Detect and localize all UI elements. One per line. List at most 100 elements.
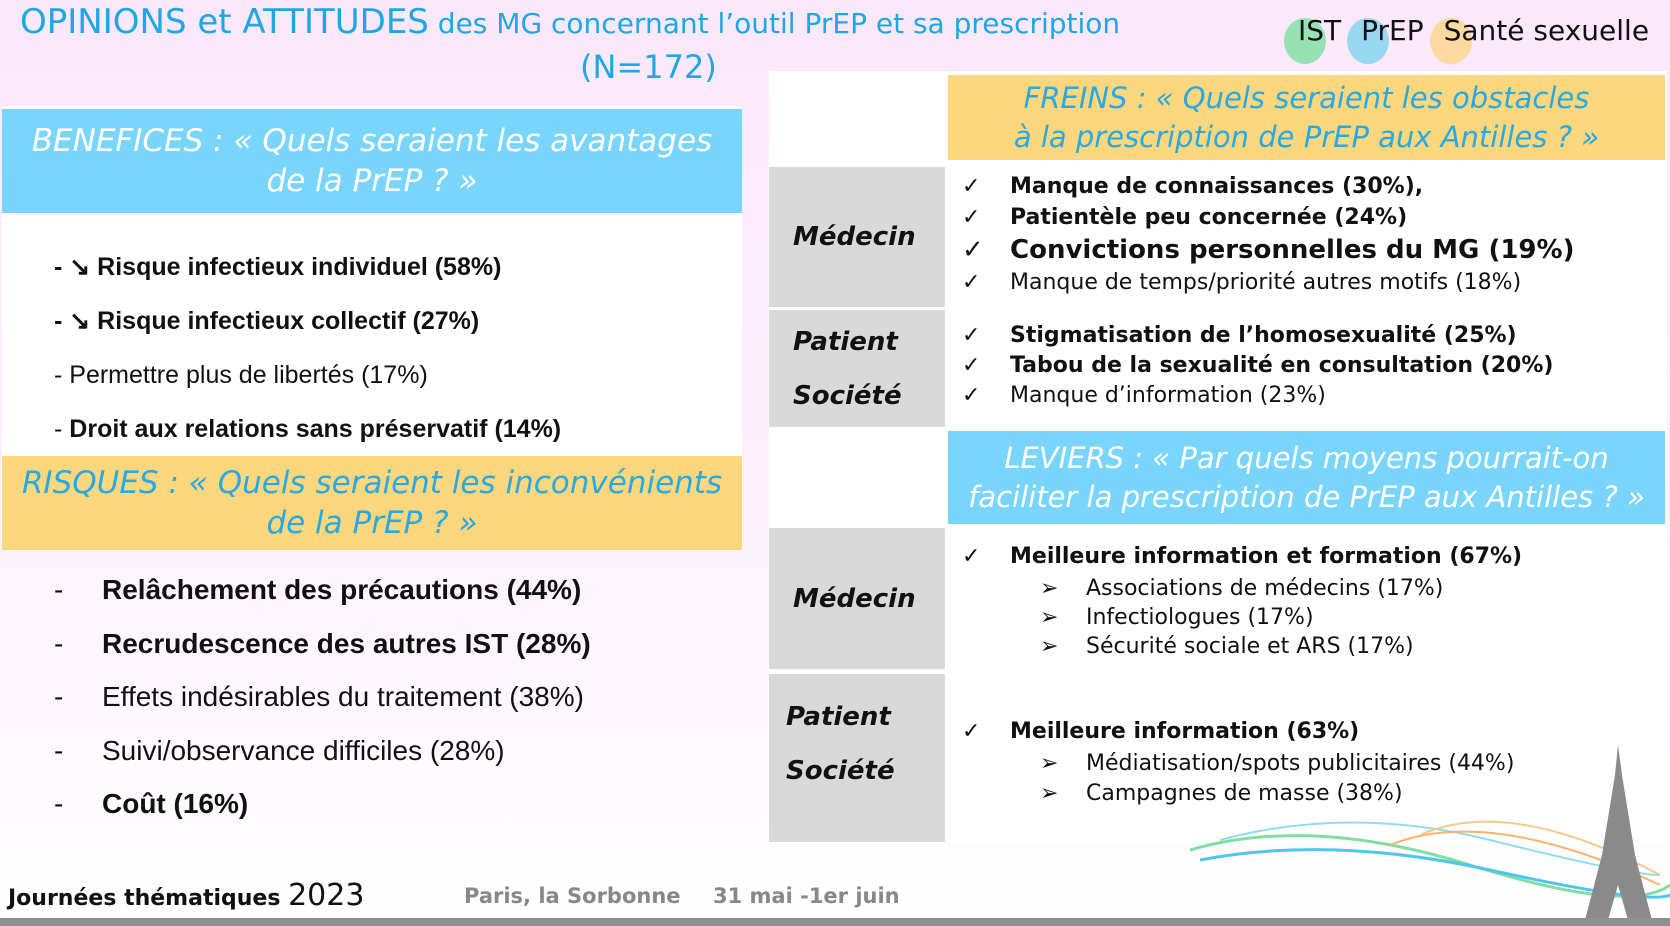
item-text: Recrudescence des autres IST (28%) [102,627,591,659]
leviers-question-2: faciliter la prescription de PrEP aux An… [968,479,1645,514]
check-icon: ✓ [962,353,981,378]
bullet: - ↘ [54,307,98,335]
item-text: Risque infectieux collectif (27%) [97,307,480,335]
item-text: Manque de connaissances (30%), [1010,174,1424,199]
item-text: Relâchement des précautions (44%) [102,574,582,605]
logo-group: IST PrEP Santé sexuelle [1284,10,1657,64]
list-item: ✓ Manque d’information (23%) [962,381,1553,411]
benefices-question: « Quels seraient les avantages [223,123,713,159]
logo-sante: Santé sexuelle [1429,10,1657,64]
bullet: - [54,681,64,712]
title-sub: des MG concernant l’outil PrEP et sa pre… [428,7,1121,40]
item-text: Meilleure information (63%) [1010,719,1360,744]
item-text: Stigmatisation de l’homosexualité (25%) [1010,323,1517,348]
risques-question-2: de la PrEP ? » [266,505,478,541]
list-item: - Recrudescence des autres IST (28%) [54,617,591,671]
risques-list: - Relâchement des précautions (44%) - Recr… [54,563,591,831]
logo-ist: IST [1284,10,1349,64]
arrow-icon: ➢ [1040,605,1059,630]
row-label: Médecin [793,222,916,252]
list-item: - ↘ Risque infectieux individuel (58%) [54,240,561,294]
list-item: ✓ Manque de temps/priorité autres motifs … [962,267,1574,298]
list-item: ✓ Manque de connaissances (30%), [962,171,1574,202]
leviers-medecin-list: ✓ Meilleure information et formation (67%… [962,542,1522,661]
check-icon: ✓ [962,235,984,265]
arrow-icon: ➢ [1040,781,1059,806]
footer-place: Paris, la Sorbonne [464,884,681,908]
item-text: Risque infectieux individuel (58%) [97,253,502,281]
freins-medecin-label: Médecin [769,167,945,307]
leviers-question: « Par quels moyens pourrait-on [1143,440,1609,475]
arrow-icon: ➢ [1040,634,1059,659]
list-item: ✓ Convictions personnelles du MG (19%) [962,233,1574,267]
logo-label: PrEP [1361,14,1424,47]
item-text: Patientèle peu concernée (24%) [1010,205,1408,230]
list-item: - ↘ Risque infectieux collectif (27%) [54,294,561,348]
arrow-icon: ➢ [1040,576,1059,601]
sample-size: (N=172) [580,48,717,86]
item-text: Associations de médecins (17%) [1086,576,1444,601]
item-text: Droit aux relations sans préservatif (14… [69,415,562,443]
title-main: OPINIONS et ATTITUDES [20,2,429,42]
check-icon: ✓ [962,174,981,199]
item-text: Convictions personnelles du MG (19%) [1010,235,1575,265]
list-item: - Suivi/observance difficiles (28%) [54,724,591,778]
check-icon: ✓ [962,544,981,569]
item-text: Meilleure information et formation (67%) [1010,544,1523,569]
row-label: Société [793,380,902,411]
row-label: Patient [786,702,891,732]
footer-dates: 31 mai -1er juin [713,884,900,908]
footer-event: Journées thématiques 2023 [8,878,364,913]
freins-question: « Quels seraient les obstacles [1146,80,1590,115]
item-text: Tabou de la sexualité en consultation (2… [1010,353,1554,378]
check-icon: ✓ [962,323,981,348]
freins-question-2: à la prescription de PrEP aux Antilles ?… [1013,119,1600,154]
footer-bar [0,918,1670,926]
bullet: - [54,574,64,605]
risques-question: « Quels seraient les inconvénients [178,465,723,501]
list-item: ✓ Stigmatisation de l’homosexualité (25%) [962,321,1553,351]
check-icon: ✓ [962,270,981,295]
list-item: - Relâchement des précautions (44%) [54,563,591,617]
leviers-medecin-label: Médecin [769,528,945,669]
check-icon: ✓ [962,719,981,744]
sub-item: ➢ Sécurité sociale et ARS (17%) [962,632,1522,661]
benefices-list: - ↘ Risque infectieux individuel (58%) -… [54,240,561,456]
event-name: Journées thématiques [8,886,281,911]
check-icon: ✓ [962,205,981,230]
logo-label: IST [1298,14,1342,47]
sub-item: ➢ Campagnes de masse (38%) [962,779,1514,809]
benefices-header: BENEFICES : « Quels seraient les avantag… [2,109,742,213]
bullet: - [54,788,64,819]
list-item: - Effets indésirables du traitement (38%) [54,670,591,724]
leviers-patient-list: ✓ Meilleure information (63%) ➢ Médiatisat… [962,717,1514,809]
freins-title: FREINS : [1023,80,1147,115]
risques-title: RISQUES : [21,465,179,501]
row-label: Société [786,756,895,786]
freins-patient-list: ✓ Stigmatisation de l’homosexualité (25%)… [962,321,1553,411]
freins-medecin-list: ✓ Manque de connaissances (30%), ✓ Patient… [962,171,1574,298]
list-item: ✓ Meilleure information (63%) [962,717,1514,747]
sub-item: ➢ Infectiologues (17%) [962,603,1522,632]
leviers-patient-label: Patient Société [769,674,945,842]
benefices-title: BENEFICES : [31,123,224,159]
sub-item: ➢ Associations de médecins (17%) [962,574,1522,603]
list-item: - Permettre plus de libertés (17%) [54,348,561,402]
page-title: OPINIONS et ATTITUDES des MG concernant … [20,2,1120,42]
list-item: ✓ Meilleure information et formation (67%… [962,542,1522,571]
item-text: Manque de temps/priorité autres motifs (… [1010,270,1522,295]
leviers-title: LEVIERS : [1004,440,1144,475]
list-item: ✓ Patientèle peu concernée (24%) [962,202,1574,233]
bullet: - [54,734,64,766]
list-item: - Coût (16%) [54,777,591,831]
bullet: - ↘ [54,253,98,281]
event-year: 2023 [288,878,365,913]
logo-label: Santé sexuelle [1443,14,1650,47]
risques-header: RISQUES : « Quels seraient les inconvéni… [2,456,742,550]
list-item: - Droit aux relations sans préservatif (… [54,402,561,456]
item-text: Suivi/observance difficiles (28%) [102,734,505,766]
item-text: Campagnes de masse (38%) [1086,781,1403,806]
bullet: - [54,361,70,389]
bullet: - [54,415,70,443]
benefices-question-2: de la PrEP ? » [266,163,478,199]
